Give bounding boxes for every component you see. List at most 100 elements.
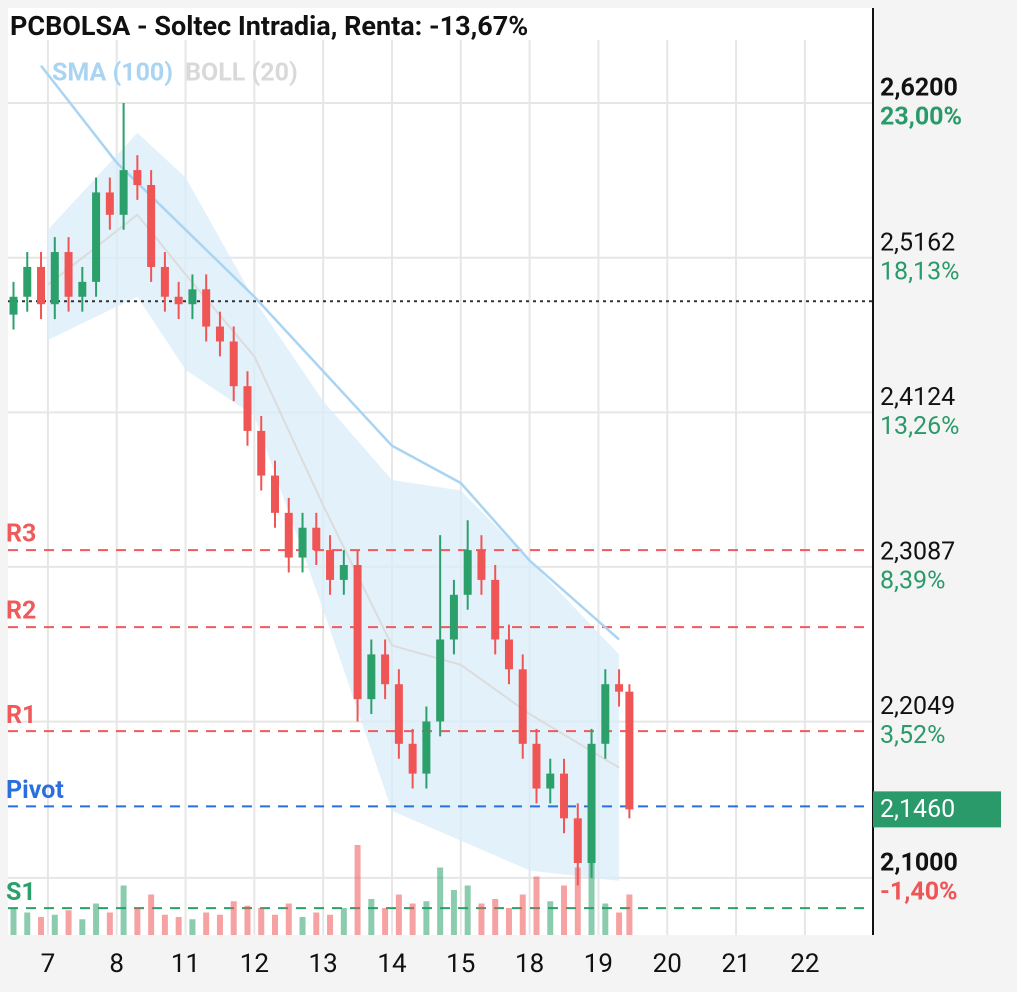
candle-body	[257, 430, 266, 476]
x-tick-label: 18	[515, 949, 544, 979]
candle-body	[381, 654, 390, 685]
candle-body	[326, 550, 335, 580]
legend-entry: BOLL (20)	[185, 59, 298, 88]
x-tick-label: 13	[309, 949, 338, 979]
chart-title: PCBOLSA - Soltec Intradia, Renta: -13,67…	[10, 10, 528, 42]
x-tick-label: 12	[240, 949, 269, 979]
candle-body	[298, 527, 307, 558]
x-tick-label: 19	[584, 949, 613, 979]
volume-bar	[354, 845, 361, 935]
level-label: S1	[6, 878, 36, 907]
volume-bar	[175, 917, 182, 935]
y-tick-label: 2,3087	[880, 538, 955, 567]
candle-body	[9, 296, 18, 315]
candle-body	[615, 684, 624, 692]
volume-bar	[602, 903, 609, 935]
x-tick-label: 7	[41, 949, 56, 979]
candle-body	[174, 296, 183, 305]
candle-body	[147, 184, 156, 267]
candle-body	[449, 594, 458, 640]
volume-bar	[505, 908, 512, 935]
candle-body	[202, 289, 211, 327]
candle-body	[188, 289, 197, 305]
volume-bar	[327, 914, 334, 935]
candle-body	[271, 475, 280, 513]
candle-body	[601, 684, 610, 744]
candle-body	[422, 721, 431, 774]
volume-bar	[79, 919, 86, 935]
volume-bar	[24, 912, 31, 935]
level-label: R1	[6, 701, 36, 730]
candle-body	[243, 386, 252, 431]
volume-bar	[38, 917, 45, 935]
candle-body	[37, 266, 46, 305]
volume-bar	[106, 912, 113, 935]
volume-bar	[450, 890, 457, 935]
percent-label: 13,26%	[880, 412, 959, 441]
candle-body	[353, 564, 362, 700]
volume-bar	[478, 903, 485, 935]
volume-bar	[272, 914, 279, 935]
candle-body	[215, 326, 224, 342]
candle-body	[284, 512, 293, 558]
candle-body	[23, 266, 32, 297]
volume-bar	[10, 908, 17, 935]
candle-body	[518, 669, 527, 744]
candle-body	[504, 639, 513, 670]
candle-body	[78, 281, 87, 297]
volume-bar	[574, 867, 581, 935]
percent-label: -1,40%	[880, 878, 958, 907]
candle-body	[312, 527, 321, 551]
last-price-label: 2,1460	[880, 795, 955, 824]
candle-body	[367, 654, 376, 700]
last-price-box	[873, 791, 1001, 828]
volume-bar	[437, 867, 444, 935]
volume-bar	[134, 908, 141, 935]
x-tick-label: 14	[377, 949, 407, 979]
candle-body	[477, 550, 486, 580]
y-tick-label: 2,5162	[880, 228, 955, 257]
candle-body	[394, 684, 403, 744]
title-bar	[8, 8, 873, 44]
level-label: Pivot	[6, 776, 64, 805]
volume-bar	[340, 908, 347, 935]
candle-body	[463, 550, 472, 595]
percent-label: 23,00%	[880, 103, 962, 132]
volume-bar	[616, 912, 623, 935]
volume-bar	[561, 885, 568, 935]
candle-body	[587, 743, 596, 864]
volume-bar	[519, 894, 526, 935]
candle-body	[408, 743, 417, 774]
x-tick-label: 8	[109, 949, 124, 979]
candle-body	[625, 691, 634, 810]
candle-body	[532, 743, 541, 789]
volume-bar	[533, 876, 540, 935]
volume-bar	[423, 901, 430, 935]
level-label: R3	[6, 520, 36, 549]
volume-bar	[65, 910, 72, 935]
volume-bar	[189, 919, 196, 935]
volume-bar	[299, 917, 306, 935]
candle-body	[339, 564, 348, 580]
volume-bar	[368, 899, 375, 935]
volume-bar	[313, 912, 320, 935]
volume-bar	[395, 894, 402, 935]
volume-bar	[161, 914, 168, 935]
volume-bar	[464, 885, 471, 935]
volume-bar	[626, 894, 633, 935]
candle-body	[64, 252, 73, 297]
candle-body	[160, 266, 169, 297]
candle-body	[133, 170, 142, 185]
x-tick-label: 20	[653, 949, 682, 979]
x-tick-label: 21	[721, 949, 750, 979]
volume-bar	[51, 914, 58, 935]
percent-label: 3,52%	[880, 721, 945, 750]
volume-bar	[492, 899, 499, 935]
volume-bar	[409, 903, 416, 935]
y-tick-label: 2,2049	[880, 692, 955, 721]
volume-bar	[93, 903, 100, 935]
level-label: R2	[6, 597, 36, 626]
y-tick-label: 2,6200	[880, 74, 958, 103]
x-tick-label: 22	[790, 949, 819, 979]
candle-body	[546, 773, 555, 789]
